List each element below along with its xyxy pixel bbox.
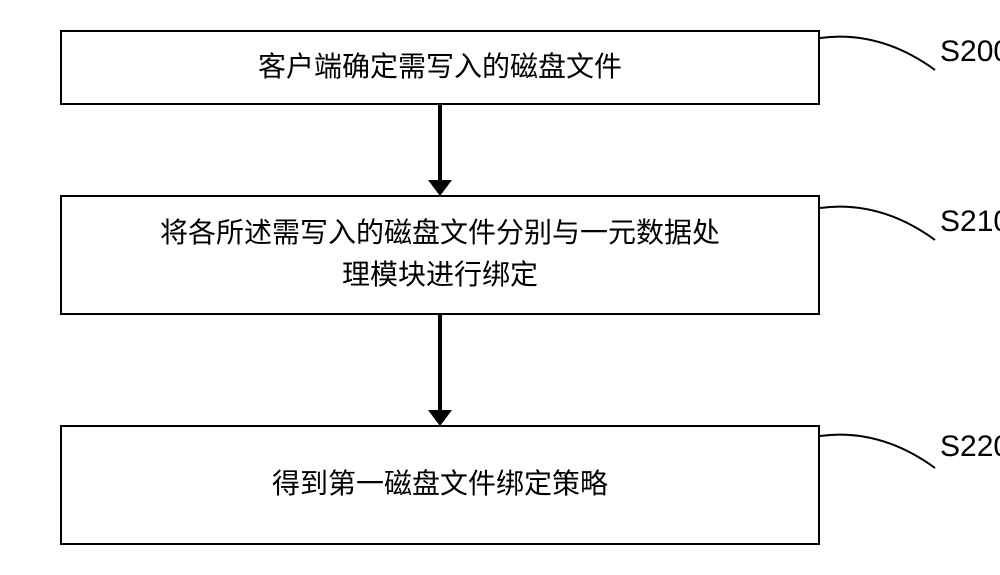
arrowhead-s200-s210: [428, 180, 452, 196]
node-s200-text: 客户端确定需写入的磁盘文件: [238, 37, 642, 99]
connector-s200: [820, 30, 940, 80]
step-label-s200: S200: [940, 35, 1000, 69]
flowchart-node-s200: 客户端确定需写入的磁盘文件: [60, 30, 820, 105]
arrowhead-s210-s220: [428, 410, 452, 426]
arrow-s200-s210: [438, 105, 442, 183]
flowchart-node-s210: 将各所述需写入的磁盘文件分别与一元数据处 理模块进行绑定: [60, 195, 820, 315]
step-label-s210: S210: [940, 205, 1000, 239]
connector-s210: [820, 200, 940, 250]
node-s210-line2: 理模块进行绑定: [342, 260, 538, 291]
node-s210-line1: 将各所述需写入的磁盘文件分别与一元数据处: [160, 218, 720, 249]
node-s220-text: 得到第一磁盘文件绑定策略: [252, 454, 628, 516]
step-label-s220: S220: [940, 430, 1000, 464]
flowchart-node-s220: 得到第一磁盘文件绑定策略: [60, 425, 820, 545]
arrow-s210-s220: [438, 315, 442, 413]
node-s210-text: 将各所述需写入的磁盘文件分别与一元数据处 理模块进行绑定: [140, 203, 740, 307]
connector-s220: [820, 428, 940, 478]
